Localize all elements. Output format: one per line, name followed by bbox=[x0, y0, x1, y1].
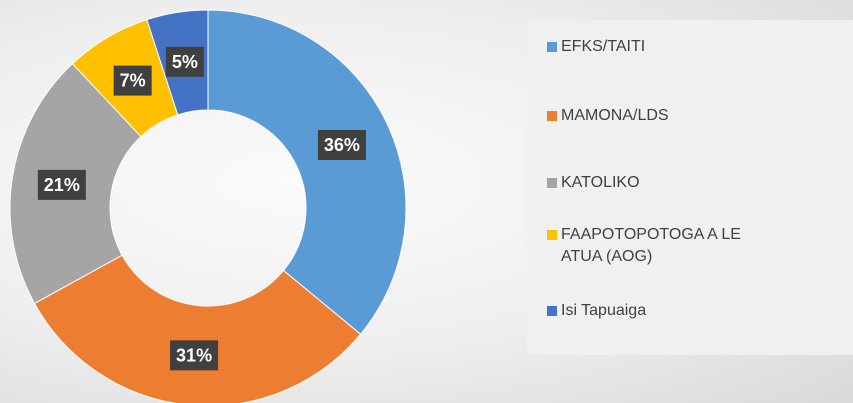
legend-swatch bbox=[547, 178, 557, 188]
legend-swatch bbox=[547, 42, 557, 52]
data-label: 31% bbox=[170, 340, 219, 371]
donut-segment bbox=[207, 9, 407, 335]
legend: EFKS/TAITI MAMONA/LDS KATOLIKO FAAPOTOPOTOG… bbox=[527, 20, 853, 355]
legend-item: EFKS/TAITI bbox=[547, 36, 847, 58]
data-label: 7% bbox=[113, 65, 152, 96]
legend-swatch bbox=[547, 230, 557, 240]
data-label-box bbox=[37, 169, 86, 200]
data-label-box bbox=[317, 129, 366, 160]
donut-segment bbox=[33, 254, 362, 403]
legend-item: MAMONA/LDS bbox=[547, 105, 847, 127]
legend-label: FAAPOTOPOTOGA A LE ATUA (AOG) bbox=[561, 226, 741, 265]
data-label: 21% bbox=[37, 169, 86, 200]
data-label: 36% bbox=[317, 129, 366, 160]
legend-item: Isi Tapuaiga bbox=[547, 300, 847, 322]
legend-label: MAMONA/LDS bbox=[561, 107, 669, 124]
legend-item: FAAPOTOPOTOGA A LE ATUA (AOG) bbox=[547, 224, 847, 268]
data-label-text: 5% bbox=[172, 52, 198, 72]
legend-item: KATOLIKO bbox=[547, 172, 847, 194]
data-label-text: 21% bbox=[44, 175, 80, 195]
legend-label: Isi Tapuaiga bbox=[561, 302, 647, 319]
data-label-box bbox=[165, 46, 204, 77]
legend-swatch bbox=[547, 306, 557, 316]
legend-swatch bbox=[547, 111, 557, 121]
data-label: 5% bbox=[165, 46, 204, 77]
plot: 36% 31% 21% 7% 5% bbox=[9, 9, 407, 403]
legend-label: KATOLIKO bbox=[561, 174, 640, 191]
data-label-box bbox=[170, 340, 219, 371]
data-label-text: 7% bbox=[120, 71, 146, 91]
data-label-text: 31% bbox=[176, 345, 212, 365]
data-label-box bbox=[113, 65, 152, 96]
data-label-text: 36% bbox=[324, 135, 360, 155]
legend-label: EFKS/TAITI bbox=[561, 38, 646, 55]
